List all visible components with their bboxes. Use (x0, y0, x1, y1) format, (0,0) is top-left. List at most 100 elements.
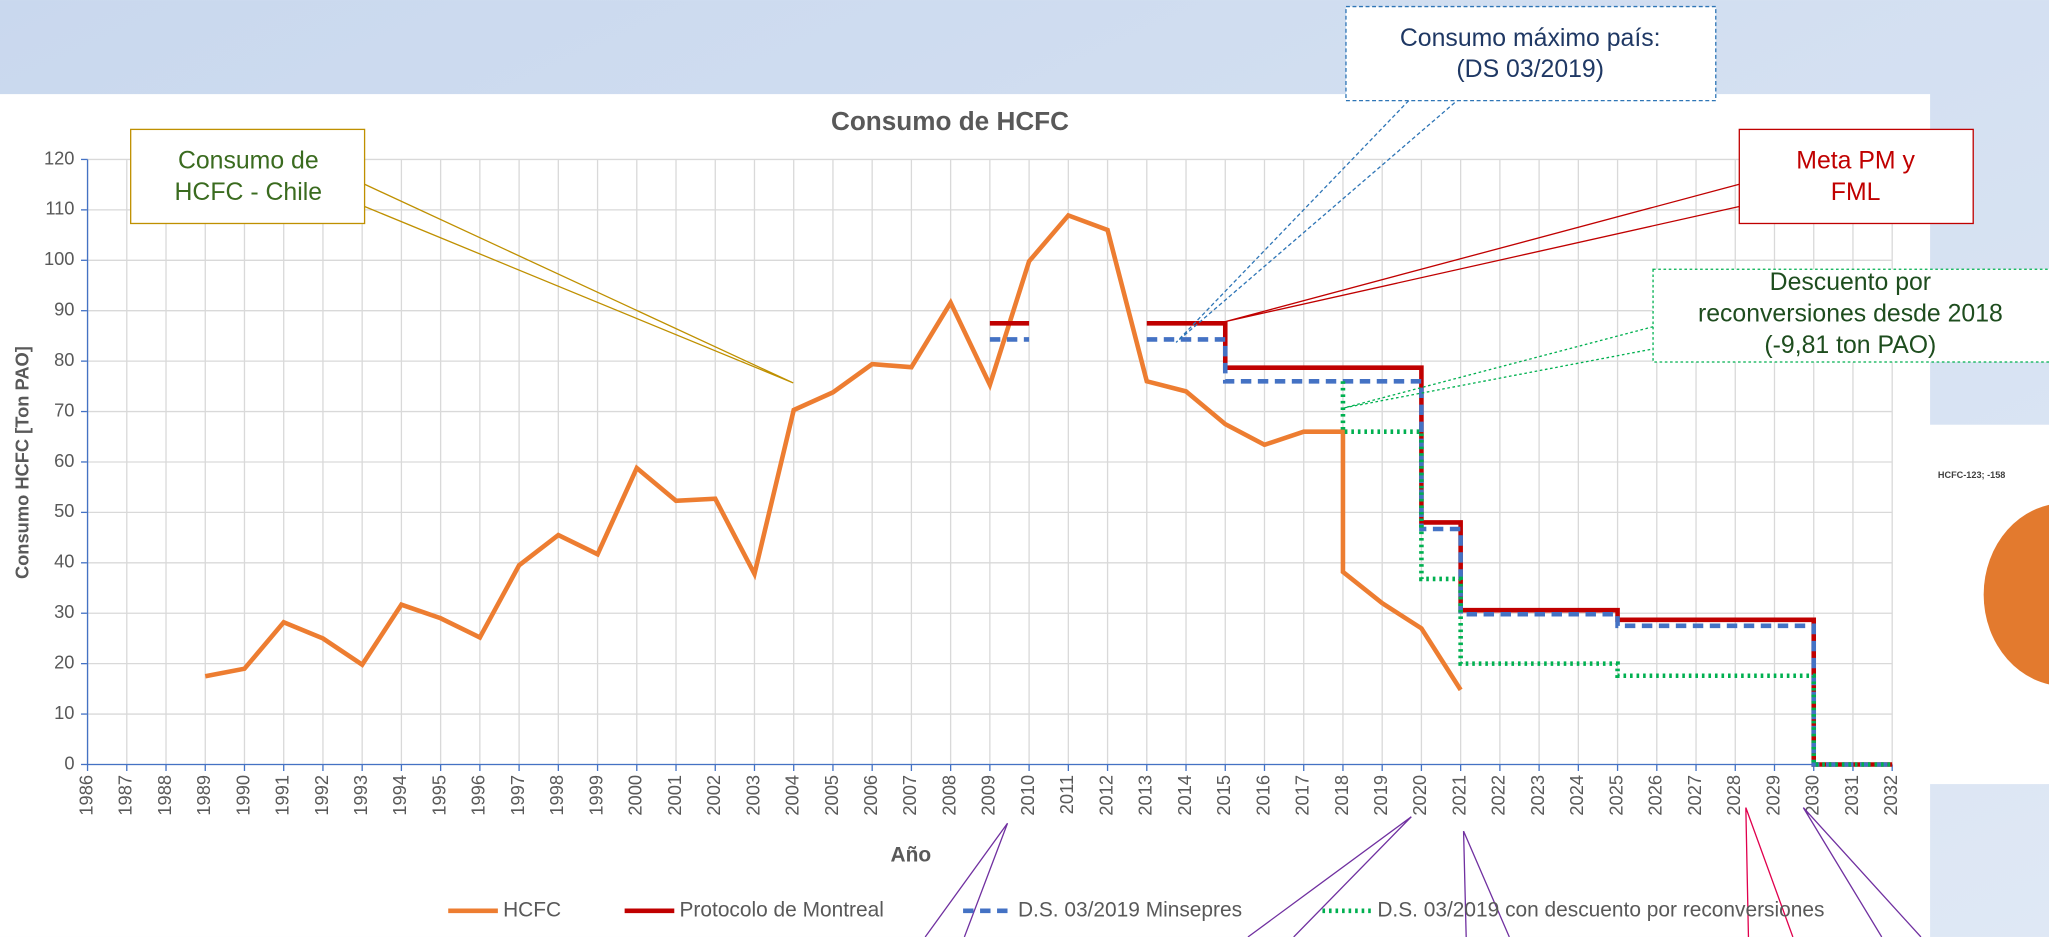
x-tick-label: 2021 (1448, 775, 1469, 816)
annotation-box (1345, 5, 1717, 102)
y-tick-label: 90 (54, 299, 74, 320)
annotation-text: Meta PM y (1796, 148, 1915, 175)
x-tick-label: 1999 (585, 775, 606, 816)
y-tick-label: 70 (54, 399, 74, 420)
y-tick-label: 10 (54, 702, 74, 723)
x-tick-label: 1992 (311, 775, 332, 816)
y-tick-label: 80 (54, 349, 74, 370)
legend-label: D.S. 03/2019 Minsepres (1018, 898, 1242, 921)
x-tick-label: 2025 (1605, 775, 1626, 816)
x-tick-label: 1989 (193, 775, 214, 816)
pointer-line (1247, 816, 1412, 937)
series-group (204, 212, 1893, 767)
x-tick-label: 2020 (1409, 775, 1430, 816)
callout-line (364, 183, 794, 384)
x-tick-label: 1994 (389, 775, 410, 816)
annotation-text: FML (1831, 179, 1881, 206)
x-tick-label: 2022 (1488, 775, 1509, 816)
x-tick-label: 2030 (1802, 775, 1823, 816)
y-tick-label: 20 (54, 651, 74, 672)
y-tick-label: 40 (54, 551, 74, 572)
x-tick-label: 2009 (978, 775, 999, 816)
annotation-text: (DS 03/2019) (1456, 56, 1604, 83)
legend-label: D.S. 03/2019 con descuento por reconvers… (1377, 898, 1824, 921)
y-tick-label: 110 (45, 198, 74, 219)
x-tick-label: 1988 (154, 775, 175, 816)
x-tick-label: 1998 (546, 775, 567, 816)
annotation-box (1738, 128, 1974, 225)
x-tick-label: 2003 (742, 775, 763, 816)
y-tick-label: 120 (44, 147, 75, 168)
x-tick-label: 2007 (899, 775, 920, 816)
series-line (204, 212, 1463, 692)
legend: HCFC Protocolo de Montreal D.S. 03/2019 Mi… (448, 898, 1824, 921)
x-tick-label: 2028 (1723, 775, 1744, 816)
series-line (1146, 337, 1893, 767)
y-tick-label: 100 (44, 248, 75, 269)
x-tick-label: 2010 (1017, 775, 1038, 816)
y-axis-title: Consumo HCFC [Ton PAO] (11, 346, 32, 579)
x-tick-label: 2031 (1841, 775, 1862, 816)
x-tick-label: 1993 (350, 775, 371, 816)
annotation-text: HCFC - Chile (175, 179, 323, 206)
annotation-text: Consumo máximo país: (1400, 25, 1661, 52)
annotations: Consumo de HCFC - Chile Consumo máximo paí… (175, 25, 2003, 359)
callout-line (1225, 183, 1740, 323)
x-tick-label: 2015 (1213, 775, 1234, 816)
callouts (364, 100, 1922, 937)
x-tick-label: 1986 (75, 775, 96, 816)
callout-line (1344, 326, 1654, 409)
callout-line (1175, 100, 1458, 343)
legend-label: HCFC (503, 898, 561, 921)
x-tick-label: 2004 (782, 775, 803, 816)
y-tick-label: 30 (54, 601, 74, 622)
x-axis-title: Año (891, 843, 932, 866)
side-pie (1983, 504, 2049, 685)
x-tick-label: 1987 (115, 775, 136, 816)
x-tick-label: 2013 (1135, 775, 1156, 816)
pointer-line (1802, 807, 1922, 937)
x-tick-label: 2019 (1370, 775, 1391, 816)
x-tick-label: 1991 (272, 775, 293, 816)
chart-title: Consumo de HCFC (831, 106, 1069, 136)
side-label: HCFC-123; -158 (1938, 470, 2005, 480)
x-tick-label: 1995 (428, 775, 449, 816)
x-tick-label: 2001 (664, 775, 685, 816)
x-tick-label: 2029 (1762, 775, 1783, 816)
x-tick-label: 2002 (703, 775, 724, 816)
x-tick-label: 2023 (1527, 775, 1548, 816)
x-tick-label: 2000 (625, 775, 646, 816)
x-tick-label: 2006 (860, 775, 881, 816)
pointer-line (924, 822, 1009, 937)
pointer-line (1745, 807, 1794, 937)
x-tick-label: 1990 (232, 775, 253, 816)
annotation-text: Descuento por (1770, 269, 1931, 296)
x-tick-label: 2018 (1331, 775, 1352, 816)
x-tick-label: 2012 (1095, 775, 1116, 816)
x-tick-label: 2011 (1056, 775, 1077, 814)
x-tick-label: 2017 (1292, 775, 1313, 816)
x-tick-label: 2014 (1174, 775, 1195, 816)
x-tick-label: 2008 (938, 775, 959, 816)
annotation-text: Consumo de (178, 148, 319, 175)
annotation-text: (-9,81 ton PAO) (1764, 332, 1936, 359)
annotation-box (1652, 268, 2049, 363)
y-tick-label: 50 (54, 500, 74, 521)
x-tick-label: 2026 (1645, 775, 1666, 816)
annotation-text: reconversiones desde 2018 (1698, 301, 2003, 328)
y-tick-label: 0 (64, 752, 74, 773)
pointer-line (1462, 830, 1510, 937)
x-tick-label: 2024 (1566, 775, 1587, 816)
x-tick-label: 2005 (821, 775, 842, 816)
y-tick-label: 60 (54, 450, 74, 471)
x-tick-label: 1996 (468, 775, 489, 816)
x-tick-label: 2016 (1252, 775, 1273, 816)
x-tick-label: 2027 (1684, 775, 1705, 816)
legend-label: Protocolo de Montreal (680, 898, 884, 921)
x-tick-label: 1997 (507, 775, 528, 816)
annotation-box (130, 128, 366, 225)
x-tick-label: 2032 (1880, 775, 1901, 816)
